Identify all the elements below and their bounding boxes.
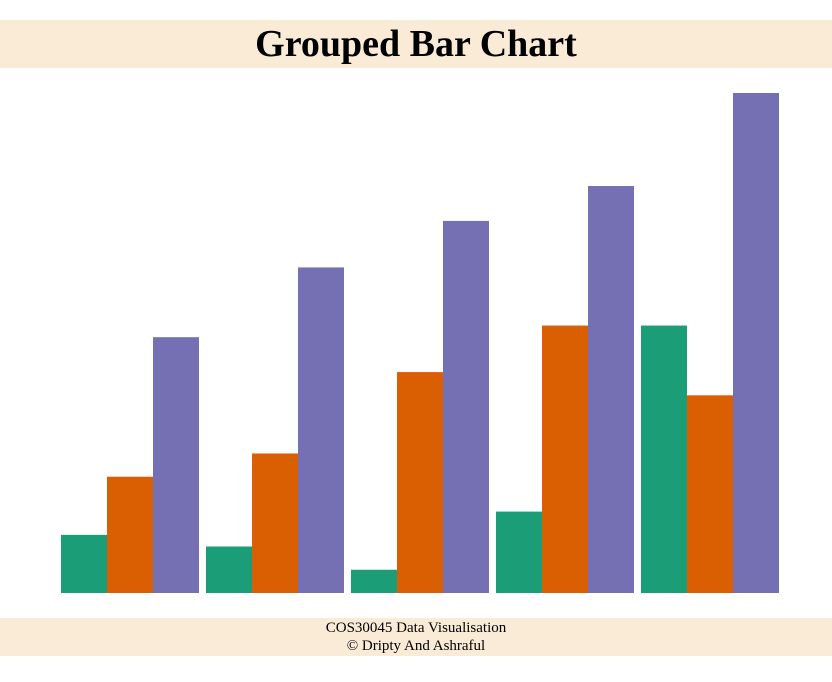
bar-group-5-series-2	[687, 395, 733, 593]
title-band	[0, 20, 832, 68]
bar-group-3-series-1	[351, 569, 397, 593]
bar-group-3-series-2	[397, 372, 443, 593]
footer-course: COS30045 Data Visualisation	[325, 620, 507, 636]
footer: COS30045 Data Visualisation © Dripty And…	[0, 618, 832, 656]
bar-group-1-series-2	[107, 476, 153, 593]
bar-group-4-series-1	[496, 511, 542, 593]
bar-group-3-series-3	[443, 220, 489, 593]
bar-group-5-series-1	[641, 325, 687, 593]
bar-group-2-series-3	[298, 267, 344, 593]
bar-group-4-series-3	[588, 186, 634, 593]
bar-group-2-series-1	[206, 546, 252, 593]
bar-group-2-series-2	[252, 453, 298, 593]
bar-group-1-series-3	[153, 337, 199, 593]
bar-group-5-series-3	[733, 93, 779, 593]
bar-group-1-series-1	[61, 534, 107, 593]
bar-group-4-series-2	[542, 325, 588, 593]
chart-title: Grouped Bar Chart	[255, 23, 577, 65]
footer-credit: © Dripty And Ashraful	[346, 638, 486, 654]
